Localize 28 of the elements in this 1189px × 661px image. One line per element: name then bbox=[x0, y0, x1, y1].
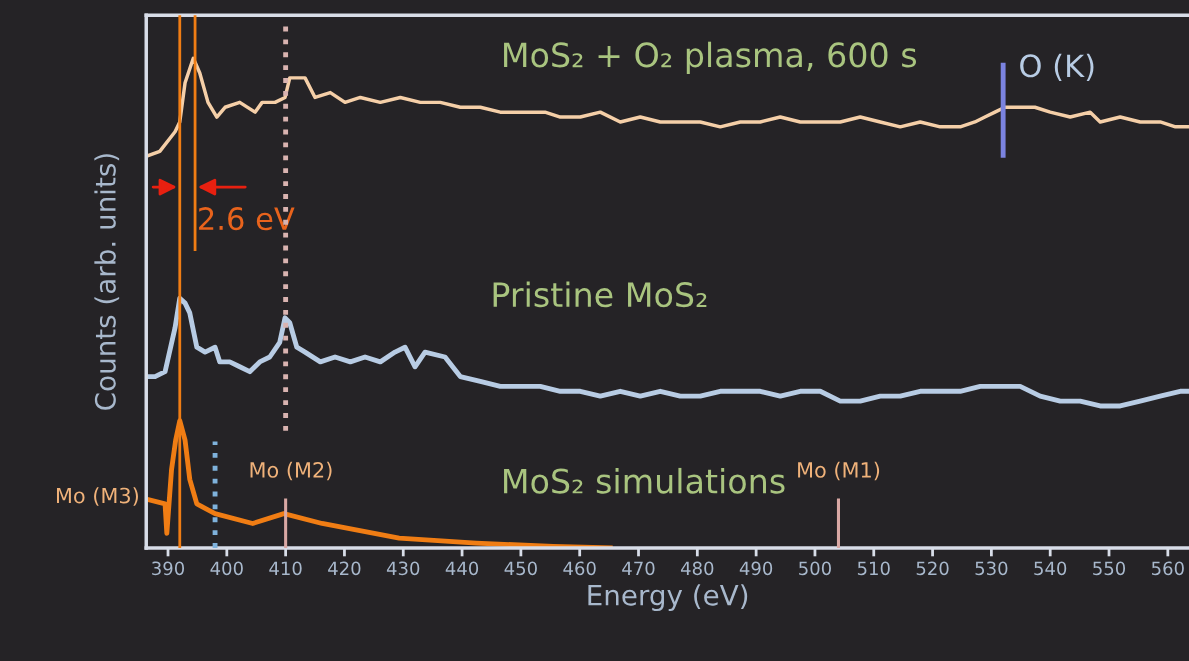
x-tick-label: 500 bbox=[799, 561, 831, 576]
x-tick-label: 540 bbox=[1034, 561, 1067, 576]
x-tick-label: 490 bbox=[739, 561, 773, 576]
x-tick-label: 430 bbox=[386, 561, 420, 576]
ref-line-label: Mo (M2) bbox=[250, 461, 332, 481]
x-tick-label: 560 bbox=[1151, 561, 1184, 576]
x-tick-label: 520 bbox=[916, 561, 949, 576]
ref-line-label: Mo (M1) bbox=[798, 461, 880, 481]
ref-line-label: Mo (M3) bbox=[56, 487, 138, 506]
x-tick-label: 550 bbox=[1093, 561, 1126, 576]
x-tick-label: 420 bbox=[328, 561, 361, 576]
x-axis-title: Energy (eV) bbox=[588, 584, 748, 612]
x-tick-label: 510 bbox=[857, 561, 890, 576]
x-tick-label: 530 bbox=[975, 561, 1008, 576]
ref-line-label: 2.6 eV bbox=[199, 207, 295, 231]
x-tick-label: 390 bbox=[152, 561, 185, 576]
x-tick-label: 450 bbox=[504, 561, 537, 576]
x-tick-label: 480 bbox=[680, 561, 714, 576]
series-label: MoS₂ simulations bbox=[504, 467, 785, 494]
x-tick-label: 440 bbox=[445, 561, 479, 576]
series-label: MoS₂ + O₂ plasma, 600 s bbox=[504, 41, 917, 74]
x-tick-label: 460 bbox=[563, 561, 596, 576]
x-tick-label: 410 bbox=[269, 561, 302, 576]
x-tick-label: 400 bbox=[210, 561, 243, 576]
ref-line-label: O (K) bbox=[1020, 53, 1094, 81]
text: Pristine MoS₂ bbox=[493, 281, 707, 308]
x-tick-label: 470 bbox=[622, 561, 655, 576]
y-axis-title: Counts (arb. units) bbox=[94, 154, 120, 410]
